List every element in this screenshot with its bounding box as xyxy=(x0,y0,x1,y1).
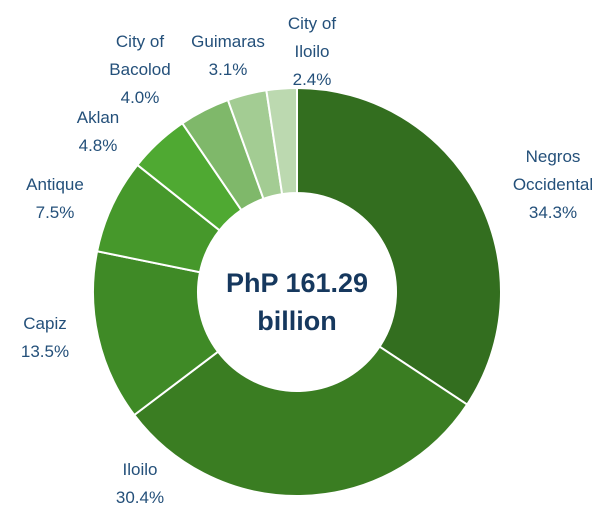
value-label: 4.8% xyxy=(79,136,118,155)
value-label: 7.5% xyxy=(36,203,75,222)
value-label: 2.4% xyxy=(293,70,332,89)
category-label: Aklan xyxy=(77,108,120,127)
value-label: 34.3% xyxy=(529,203,577,222)
category-label-line: Iloilo xyxy=(123,460,158,479)
category-label: Iloilo xyxy=(123,460,158,479)
category-label: Antique xyxy=(26,175,84,194)
category-label-line: City of xyxy=(116,32,164,51)
category-label: Capiz xyxy=(23,314,66,333)
category-label-line: Aklan xyxy=(77,108,120,127)
category-label-line: Antique xyxy=(26,175,84,194)
center-label-line: billion xyxy=(257,306,336,336)
category-label-line: Guimaras xyxy=(191,32,265,51)
value-label: 3.1% xyxy=(209,60,248,79)
category-label-line: Bacolod xyxy=(109,60,170,79)
center-label-line: PhP 161.29 xyxy=(226,268,368,298)
category-label: City of Iloilo xyxy=(288,14,336,61)
category-label-line: City of xyxy=(288,14,336,33)
donut-segment xyxy=(265,86,298,196)
donut-segment xyxy=(296,86,502,406)
value-label: 13.5% xyxy=(21,342,69,361)
category-label: Guimaras xyxy=(191,32,265,51)
category-label-line: Iloilo xyxy=(295,42,330,61)
category-label: Negros Occidental xyxy=(513,147,593,194)
category-label-line: Negros xyxy=(526,147,581,166)
category-label-line: Capiz xyxy=(23,314,66,333)
category-label: City of Bacolod xyxy=(109,32,170,79)
center-label: PhP 161.29 billion xyxy=(226,268,368,336)
value-label: 30.4% xyxy=(116,488,164,507)
value-label: 4.0% xyxy=(121,88,160,107)
donut-segment xyxy=(132,345,469,497)
category-label-line: Occidental xyxy=(513,175,593,194)
